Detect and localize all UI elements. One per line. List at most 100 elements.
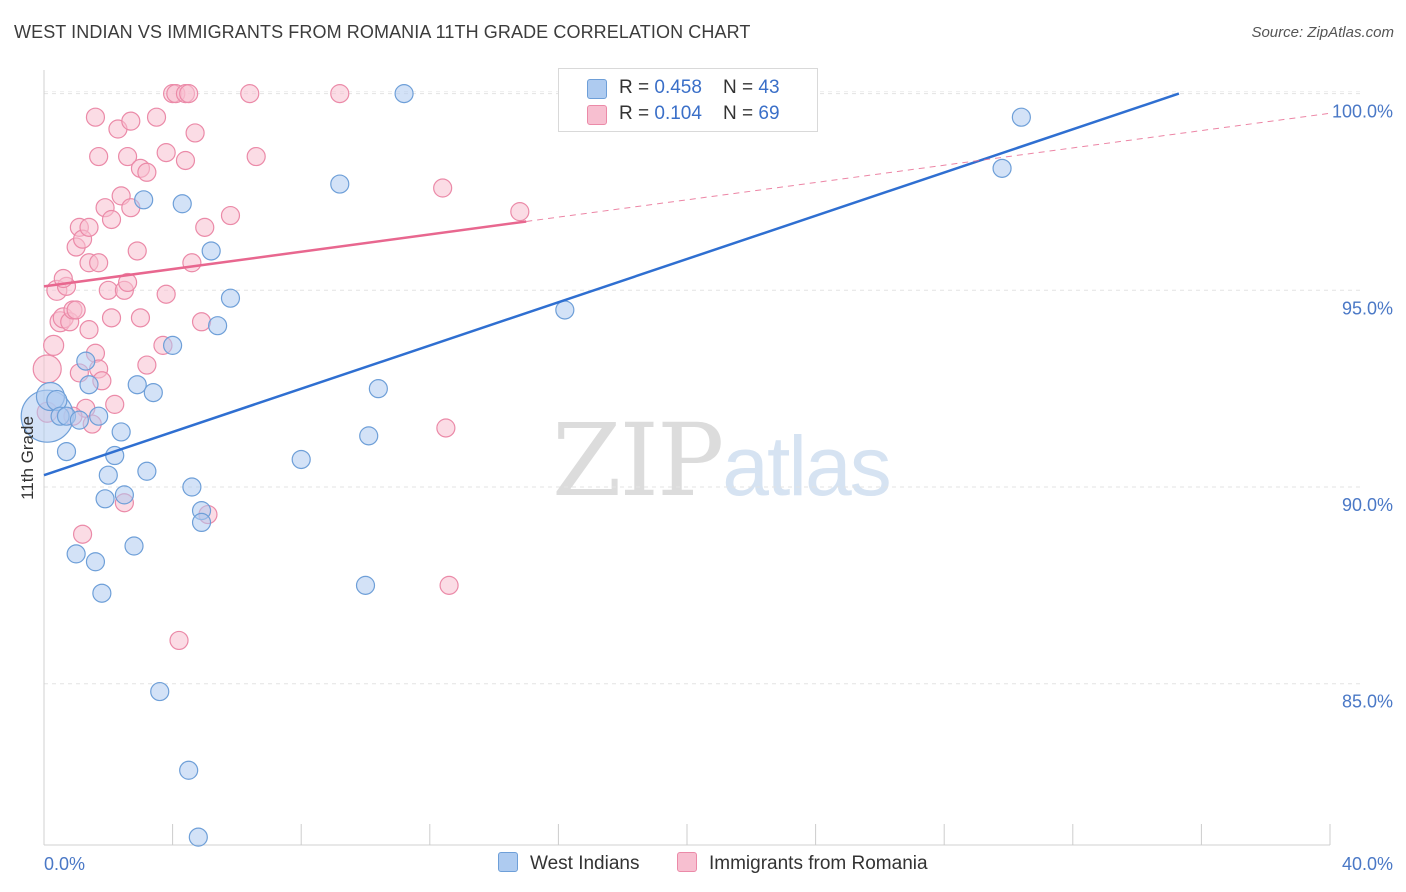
legend-n-value: 69 [758,103,780,124]
romania-point [127,241,147,261]
west-indians-point [114,485,134,505]
west-indians-point [69,410,89,430]
source-label: Source: ZipAtlas.com [1251,24,1394,41]
west-indians-trendline [43,92,1180,477]
y-tick-label: 95.0% [1342,298,1393,318]
romania-point [117,272,138,293]
west-indians-point [66,544,86,564]
romania-point [79,217,99,237]
romania-point [101,308,122,328]
watermark-atlas: atlas [722,419,891,513]
romania-point [89,253,109,273]
bottom-legend-label-west-indians: West Indians [530,853,640,874]
romania-point [146,107,167,127]
romania-trendline-extension [526,112,1331,222]
romania-point [156,284,176,304]
legend-n-label: N = [723,103,759,124]
romania-point [32,354,62,384]
y-tick-label: 90.0% [1342,495,1393,515]
west-indians-point [355,575,376,595]
legend-text-west-indians: R = 0.458 N = 43 [619,77,780,99]
west-indians-point [92,583,112,603]
west-indians-point [179,760,199,780]
legend-r-value: 0.458 [654,77,702,98]
grid-layer [44,91,1360,685]
points-layer [20,84,1031,847]
west-indians-point [1011,107,1031,127]
bottom-legend-swatch-west-indians [498,852,518,872]
legend-n-label: N = [723,77,759,98]
bottom-legend-label-romania: Immigrants from Romania [709,853,928,874]
romania-point [137,355,157,375]
bottom-legend-swatch-romania [677,852,697,872]
romania-point [101,209,122,230]
romania-point [330,84,350,104]
west-indians-point [208,316,228,336]
west-indians-point [191,512,212,533]
west-indians-point [56,441,77,462]
legend-swatch-west-indians [587,79,607,99]
romania-point [72,524,93,544]
romania-point [433,178,453,198]
romania-point [175,150,196,171]
west-indians-point [143,382,163,403]
bottom-legend-west-indians: West Indians [498,852,639,875]
trend-layer [43,92,1331,477]
legend-r-label: R = [619,103,655,124]
west-indians-point [992,158,1012,178]
legend: R = 0.458 N = 43 R = 0.104 N = 69 [558,68,818,132]
west-indians-point [150,681,170,702]
y-tick-label: 85.0% [1342,692,1393,712]
romania-point [510,202,530,222]
romania-point [43,334,65,356]
west-indians-point [291,449,311,470]
west-indians-point [201,241,221,261]
romania-point [169,630,189,651]
west-indians-point [359,426,379,446]
west-indians-point [330,174,350,194]
west-indians-point [182,477,202,497]
romania-point [182,253,202,273]
romania-point [89,146,109,167]
label-layer: 85.0% 90.0% 95.0% 100.0% 0.0% 40.0% 11th Grade [18,102,1393,874]
romania-point [439,575,459,595]
west-indians-point [394,84,414,104]
west-indians-point [127,375,147,395]
west-indians-point [111,422,131,442]
legend-text-romania: R = 0.104 N = 69 [619,103,780,125]
west-indians-point [134,190,154,210]
legend-r-label: R = [619,77,655,98]
watermark: ZIPatlas [552,402,892,519]
romania-point [185,123,205,143]
bottom-legend-romania: Immigrants from Romania [677,852,928,875]
west-indians-point [76,351,96,371]
romania-point [220,205,241,226]
y-axis-label: 11th Grade [18,416,37,500]
west-indians-point [220,288,241,308]
legend-r-value: 0.104 [654,103,702,124]
romania-point [179,84,199,104]
legend-n-value: 43 [758,77,780,98]
romania-point [246,146,266,167]
legend-swatch-romania [587,105,607,125]
west-indians-point [172,194,192,214]
romania-point [66,300,86,320]
west-indians-point [163,335,183,355]
romania-point [191,312,212,332]
west-indians-point [85,552,106,572]
romania-point [117,146,138,167]
romania-point [98,280,118,300]
romania-point [130,308,151,328]
romania-point [240,84,260,104]
romania-point [79,320,99,340]
romania-trendline [43,220,527,288]
west-indians-point [95,489,115,509]
x-tick-label: 0.0% [44,854,85,874]
west-indians-point [188,827,208,847]
watermark-zip: ZIP [552,402,724,519]
romania-point [195,217,215,237]
romania-point [436,418,456,438]
chart-title: WEST INDIAN VS IMMIGRANTS FROM ROMANIA 1… [14,22,751,42]
romania-point [85,107,106,127]
